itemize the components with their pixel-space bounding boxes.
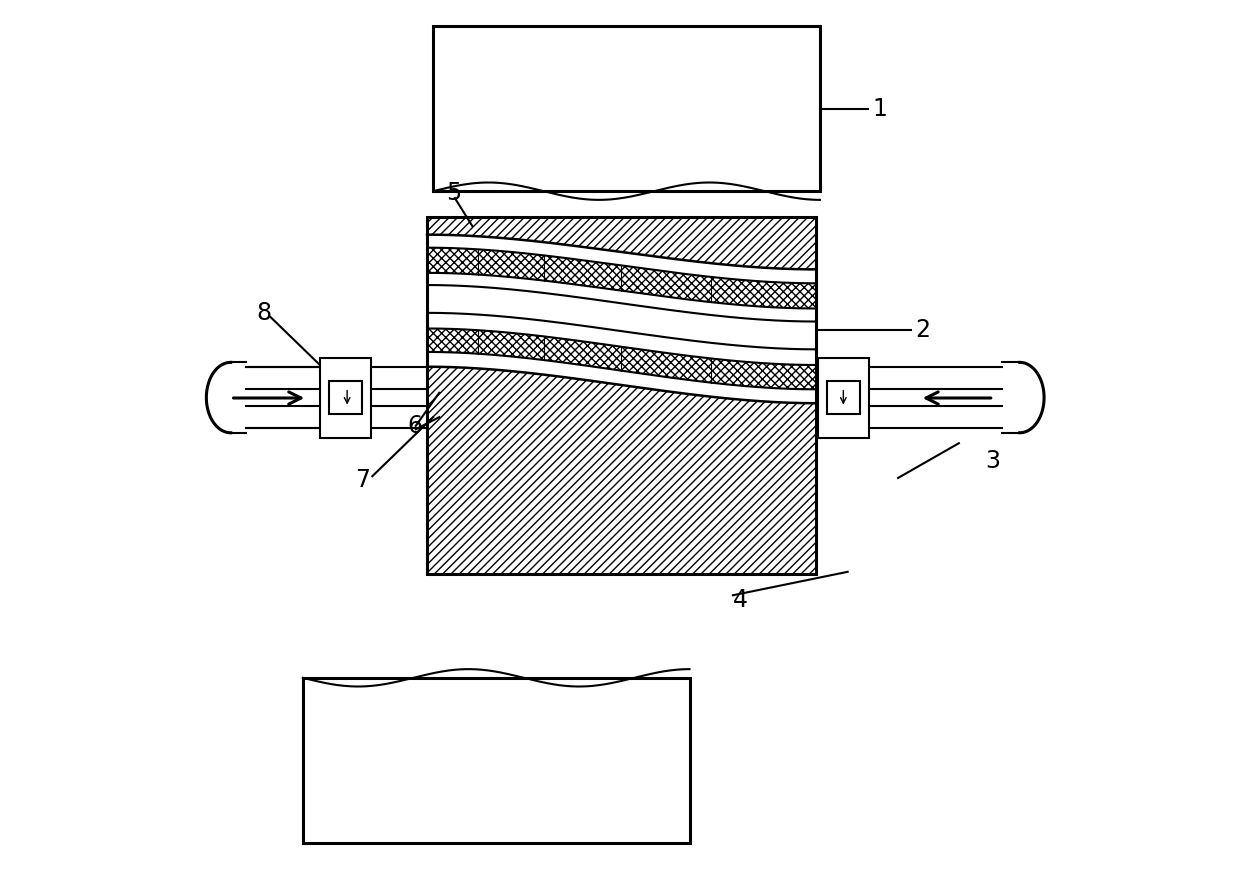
- Polygon shape: [427, 313, 816, 365]
- Polygon shape: [427, 273, 816, 322]
- Bar: [427, 217, 816, 574]
- Bar: [427, 217, 816, 574]
- Bar: [320, 358, 371, 438]
- Bar: [816, 389, 818, 406]
- Polygon shape: [427, 328, 816, 389]
- Text: 8: 8: [257, 301, 272, 325]
- Text: 6: 6: [407, 414, 422, 438]
- Polygon shape: [427, 235, 816, 283]
- Bar: [303, 678, 689, 843]
- Text: 4: 4: [733, 587, 748, 612]
- Text: 2: 2: [915, 318, 930, 342]
- Polygon shape: [427, 248, 816, 308]
- Text: 5: 5: [446, 181, 461, 205]
- Polygon shape: [427, 285, 816, 349]
- Bar: [818, 358, 868, 438]
- Bar: [371, 389, 427, 406]
- Bar: [868, 389, 1002, 406]
- Bar: [247, 389, 320, 406]
- Text: 1: 1: [872, 96, 887, 121]
- Bar: [427, 217, 816, 574]
- Bar: [433, 26, 820, 191]
- Bar: [827, 381, 859, 415]
- Text: 3: 3: [985, 448, 999, 473]
- Bar: [329, 381, 362, 415]
- Text: 7: 7: [355, 468, 370, 492]
- Polygon shape: [427, 352, 816, 403]
